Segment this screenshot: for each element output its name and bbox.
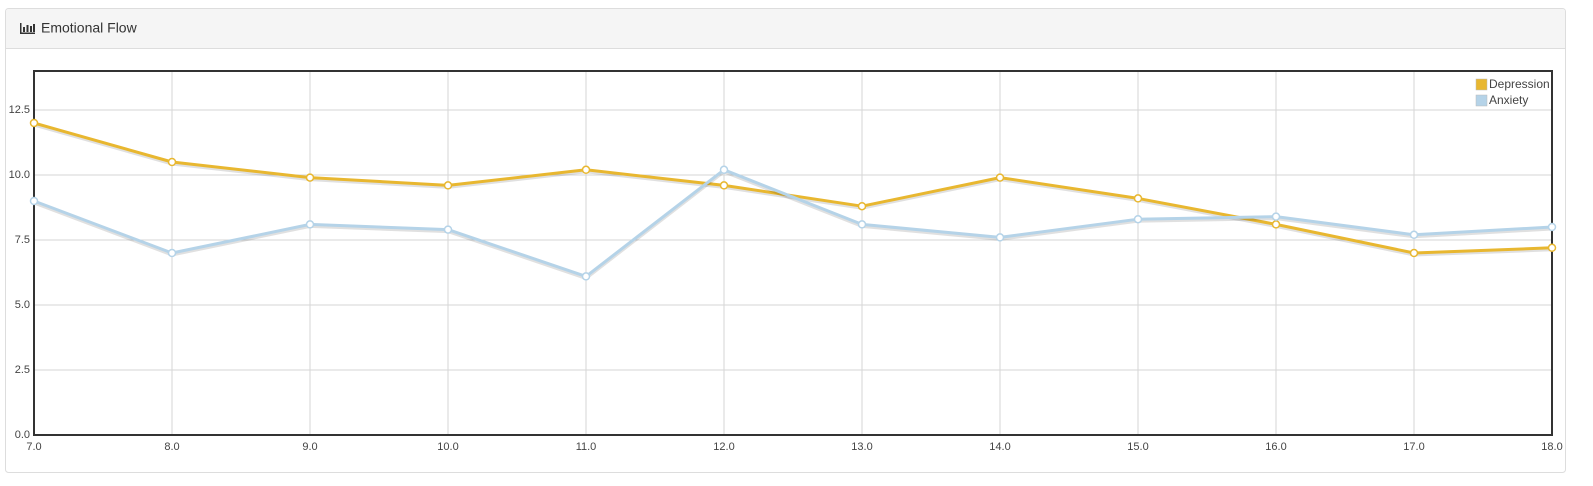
x-tick-label: 7.0 — [26, 441, 41, 453]
x-tick-label: 8.0 — [164, 441, 179, 453]
data-point — [1133, 194, 1143, 203]
x-tick-label: 10.0 — [437, 441, 458, 453]
y-tick-label: 2.5 — [15, 364, 30, 376]
legend-swatch — [1475, 94, 1488, 107]
data-point — [857, 220, 867, 229]
data-point — [305, 173, 315, 182]
legend-label: Anxiety — [1489, 93, 1528, 107]
x-tick-label: 17.0 — [1403, 441, 1424, 453]
data-point — [1271, 220, 1281, 229]
x-tick-label: 14.0 — [989, 441, 1010, 453]
x-tick-label: 15.0 — [1127, 441, 1148, 453]
legend-swatch — [1475, 78, 1488, 91]
y-tick-label: 5.0 — [15, 299, 30, 311]
x-tick-label: 12.0 — [713, 441, 734, 453]
data-point — [719, 165, 729, 175]
y-tick-label: 12.5 — [9, 104, 30, 116]
data-point — [29, 118, 39, 128]
panel-header — [6, 9, 1565, 48]
data-point — [29, 196, 39, 206]
data-point — [995, 173, 1005, 182]
x-tick-label: 13.0 — [851, 441, 872, 453]
data-point — [443, 181, 453, 190]
data-point — [1271, 212, 1281, 221]
data-point — [581, 272, 591, 281]
y-tick-label: 0.0 — [15, 429, 30, 441]
data-point — [1547, 243, 1557, 253]
data-point — [1409, 248, 1419, 258]
line-shadow — [33, 170, 1553, 281]
data-point — [167, 248, 177, 258]
data-point — [305, 220, 315, 229]
data-point — [443, 225, 453, 234]
plot-frame — [33, 70, 1553, 436]
y-tick-label: 10.0 — [9, 169, 30, 181]
data-point — [857, 201, 867, 211]
data-point — [581, 165, 591, 175]
series-line — [33, 168, 1553, 278]
x-tick-label: 9.0 — [302, 441, 317, 453]
data-point — [1547, 222, 1557, 232]
chart-icon — [20, 23, 35, 34]
data-point — [719, 181, 729, 190]
data-point — [1133, 214, 1143, 224]
y-tick-label: 7.5 — [15, 234, 30, 246]
data-point — [167, 157, 177, 167]
x-tick-label: 18.0 — [1541, 441, 1562, 453]
data-point — [995, 233, 1005, 242]
legend-label: Depression — [1489, 77, 1550, 91]
x-tick-label: 16.0 — [1265, 441, 1286, 453]
panel-title: Emotional Flow — [41, 20, 138, 36]
x-tick-label: 11.0 — [576, 441, 597, 453]
data-point — [1409, 230, 1419, 240]
